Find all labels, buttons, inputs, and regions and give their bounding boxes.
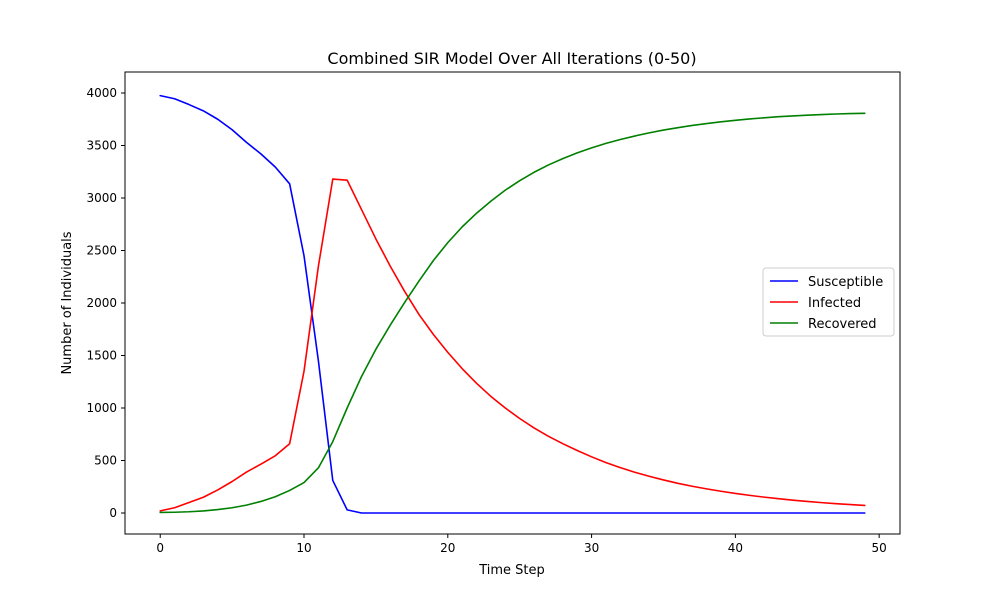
x-tick-label: 30 — [584, 541, 599, 555]
y-tick-label: 2000 — [86, 296, 117, 310]
legend: Susceptible Infected Recovered — [762, 267, 895, 337]
x-axis-label: Time Step — [478, 563, 545, 578]
legend-label-susceptible: Susceptible — [808, 275, 883, 290]
y-tick-label: 500 — [94, 454, 117, 468]
x-tick-label: 40 — [728, 541, 743, 555]
y-axis-label: Number of Individuals — [60, 231, 75, 374]
x-tick-label: 10 — [296, 541, 311, 555]
y-tick-label: 0 — [109, 506, 117, 520]
series-line-recovered — [159, 112, 866, 514]
series-lines — [159, 94, 866, 514]
x-tick-label: 0 — [156, 541, 164, 555]
y-tick-label: 4000 — [86, 86, 117, 100]
legend-label-recovered: Recovered — [808, 317, 877, 332]
chart-title: Combined SIR Model Over All Iterations (… — [327, 49, 696, 68]
x-tick-label: 50 — [872, 541, 887, 555]
legend-box — [762, 267, 895, 337]
y-tick-label: 3000 — [86, 191, 117, 205]
x-axis-ticks: 0 10 20 30 40 50 — [156, 534, 887, 555]
y-tick-label: 1500 — [86, 349, 117, 363]
y-axis-ticks: 0 500 1000 1500 2000 2500 3000 3500 4000 — [86, 86, 125, 520]
legend-label-infected: Infected — [808, 296, 861, 311]
x-tick-label: 20 — [440, 541, 455, 555]
series-line-susceptible — [159, 94, 866, 514]
series-line-infected — [159, 178, 866, 512]
y-tick-label: 1000 — [86, 401, 117, 415]
y-tick-label: 3500 — [86, 139, 117, 153]
y-tick-label: 2500 — [86, 244, 117, 258]
